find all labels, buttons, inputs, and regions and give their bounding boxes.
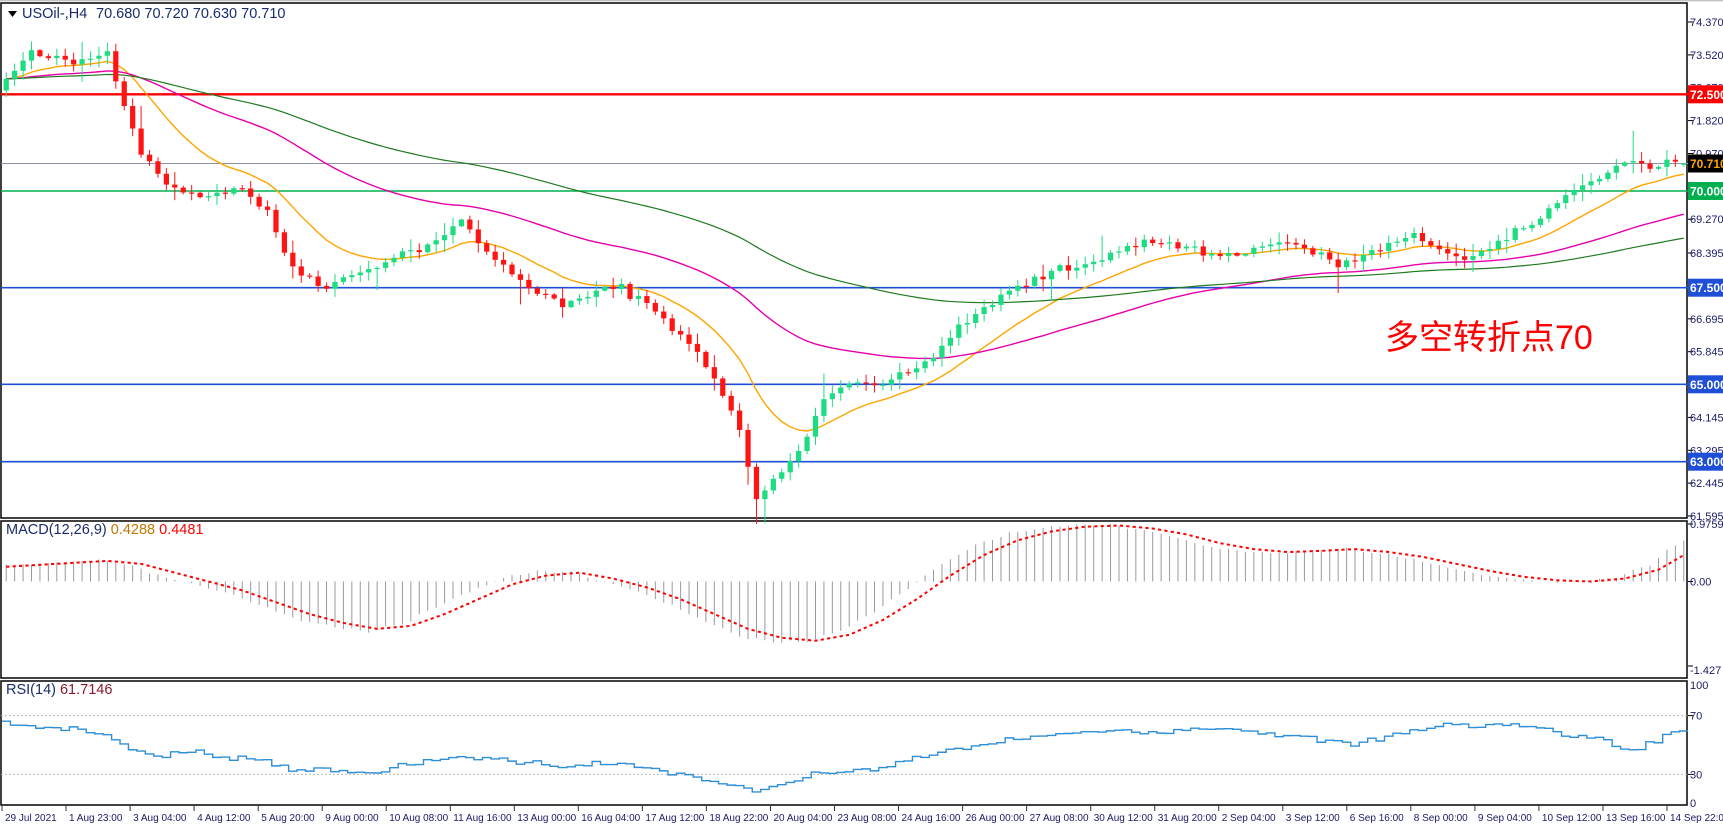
svg-text:65.845: 65.845 bbox=[1690, 347, 1723, 359]
svg-text:6 Sep 16:00: 6 Sep 16:00 bbox=[1350, 813, 1404, 824]
svg-text:29 Jul 2021: 29 Jul 2021 bbox=[5, 813, 57, 824]
svg-text:8 Sep 00:00: 8 Sep 00:00 bbox=[1414, 813, 1468, 824]
svg-text:24 Aug 16:00: 24 Aug 16:00 bbox=[902, 813, 961, 824]
svg-text:27 Aug 08:00: 27 Aug 08:00 bbox=[1030, 813, 1089, 824]
svg-text:100: 100 bbox=[1690, 680, 1708, 692]
svg-text:74.370: 74.370 bbox=[1690, 17, 1723, 29]
svg-text:5 Aug 20:00: 5 Aug 20:00 bbox=[261, 813, 315, 824]
svg-text:73.520: 73.520 bbox=[1690, 50, 1723, 62]
svg-text:64.145: 64.145 bbox=[1690, 412, 1723, 424]
svg-text:30 Aug 12:00: 30 Aug 12:00 bbox=[1094, 813, 1153, 824]
svg-text:USOil-,H4: USOil-,H4 bbox=[22, 6, 87, 22]
svg-text:13 Sep 16:00: 13 Sep 16:00 bbox=[1606, 813, 1666, 824]
svg-text:18 Aug 22:00: 18 Aug 22:00 bbox=[709, 813, 768, 824]
svg-text:9 Aug 00:00: 9 Aug 00:00 bbox=[325, 813, 379, 824]
svg-text:0: 0 bbox=[1690, 798, 1696, 810]
svg-text:4 Aug 12:00: 4 Aug 12:00 bbox=[197, 813, 251, 824]
svg-text:11 Aug 16:00: 11 Aug 16:00 bbox=[453, 813, 512, 824]
svg-text:67.500: 67.500 bbox=[1690, 281, 1723, 295]
svg-text:65.000: 65.000 bbox=[1690, 378, 1723, 392]
svg-text:20 Aug 04:00: 20 Aug 04:00 bbox=[774, 813, 833, 824]
svg-text:10 Sep 12:00: 10 Sep 12:00 bbox=[1542, 813, 1602, 824]
svg-text:62.445: 62.445 bbox=[1690, 478, 1723, 490]
svg-text:13 Aug 00:00: 13 Aug 00:00 bbox=[517, 813, 576, 824]
svg-text:2 Sep 04:00: 2 Sep 04:00 bbox=[1222, 813, 1276, 824]
svg-text:70.710: 70.710 bbox=[1690, 157, 1723, 171]
svg-text:0.9759: 0.9759 bbox=[1690, 519, 1723, 531]
svg-text:68.395: 68.395 bbox=[1690, 248, 1723, 260]
svg-text:3 Sep 12:00: 3 Sep 12:00 bbox=[1286, 813, 1340, 824]
svg-text:70.680 70.720 70.630 70.710: 70.680 70.720 70.630 70.710 bbox=[96, 6, 285, 22]
svg-text:72.500: 72.500 bbox=[1690, 88, 1723, 102]
svg-text:0.00: 0.00 bbox=[1690, 577, 1711, 589]
svg-text:69.270: 69.270 bbox=[1690, 214, 1723, 226]
svg-text:17 Aug 12:00: 17 Aug 12:00 bbox=[645, 813, 704, 824]
svg-text:3 Aug 04:00: 3 Aug 04:00 bbox=[133, 813, 187, 824]
svg-text:-1.427: -1.427 bbox=[1690, 665, 1721, 677]
svg-text:1 Aug 23:00: 1 Aug 23:00 bbox=[69, 813, 123, 824]
svg-text:16 Aug 04:00: 16 Aug 04:00 bbox=[581, 813, 640, 824]
svg-text:14 Sep 22:00: 14 Sep 22:00 bbox=[1670, 813, 1723, 824]
svg-text:23 Aug 08:00: 23 Aug 08:00 bbox=[838, 813, 897, 824]
svg-text:10 Aug 08:00: 10 Aug 08:00 bbox=[389, 813, 448, 824]
svg-text:多空转折点70: 多空转折点70 bbox=[1385, 319, 1593, 357]
svg-text:63.000: 63.000 bbox=[1690, 455, 1723, 469]
svg-text:RSI(14) 61.7146: RSI(14) 61.7146 bbox=[6, 682, 112, 698]
svg-text:66.695: 66.695 bbox=[1690, 314, 1723, 326]
svg-text:71.820: 71.820 bbox=[1690, 116, 1723, 128]
svg-text:9 Sep 04:00: 9 Sep 04:00 bbox=[1478, 813, 1532, 824]
svg-text:26 Aug 00:00: 26 Aug 00:00 bbox=[966, 813, 1025, 824]
svg-text:70.000: 70.000 bbox=[1690, 185, 1723, 199]
svg-text:70: 70 bbox=[1690, 711, 1702, 723]
svg-text:30: 30 bbox=[1690, 769, 1702, 781]
svg-text:MACD(12,26,9) 0.4288 0.4481: MACD(12,26,9) 0.4288 0.4481 bbox=[6, 522, 204, 538]
svg-text:31 Aug 20:00: 31 Aug 20:00 bbox=[1158, 813, 1217, 824]
